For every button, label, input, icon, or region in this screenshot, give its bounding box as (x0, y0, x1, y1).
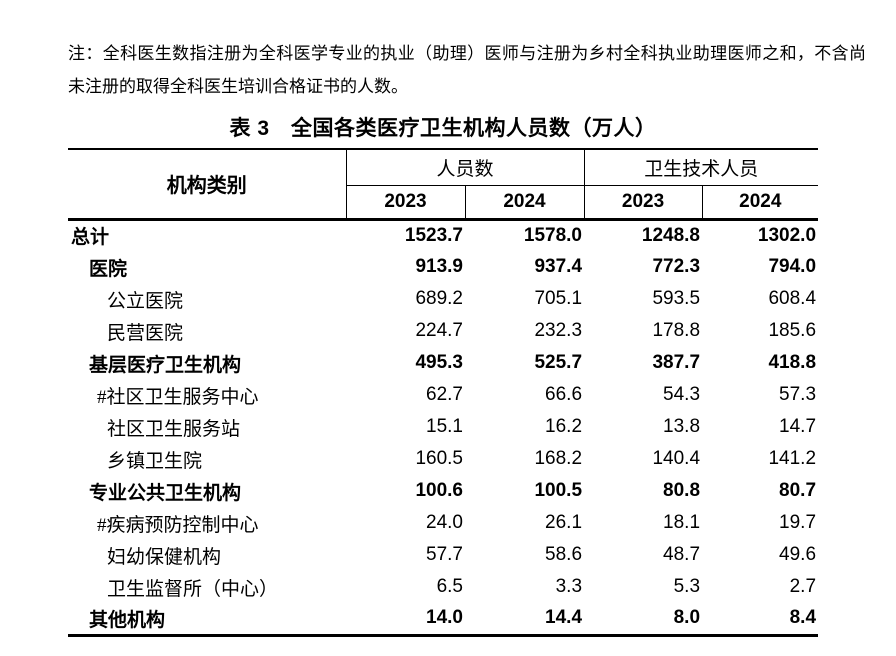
table-row: 公立医院 689.2 705.1 593.5 608.4 (68, 283, 818, 315)
cell-value: 6.5 (436, 576, 463, 597)
cell-value: 62.7 (426, 384, 463, 405)
cell-value: 160.5 (415, 448, 463, 469)
column-header-personnel-2024: 2024 (465, 185, 585, 221)
table-row: 社区卫生服务站 15.1 16.2 13.8 14.7 (68, 411, 818, 443)
cell-value: 18.1 (663, 512, 701, 533)
cell-value: 14.7 (779, 416, 817, 437)
cell-value: 100.5 (534, 480, 583, 501)
column-group-health-technical-personnel: 卫生技术人员 (584, 149, 819, 186)
cell-value: 232.3 (534, 320, 583, 341)
table-row: 专业公共卫生机构 100.6 100.5 80.8 80.7 (68, 475, 818, 507)
cell-value: 794.0 (768, 256, 817, 277)
table-row: 医院 913.9 937.4 772.3 794.0 (68, 251, 818, 283)
cell-value: 913.9 (415, 256, 463, 277)
table-row: 基层医疗卫生机构 495.3 525.7 387.7 418.8 (68, 347, 818, 379)
cell-value: 14.4 (545, 607, 583, 629)
cell-value: 418.8 (768, 352, 817, 373)
column-header-technical-2023: 2023 (584, 185, 703, 221)
row-label: 其他机构 (89, 609, 166, 631)
header-year-row: 2023 2024 2023 2024 (68, 185, 819, 221)
cell-value: 14.0 (426, 607, 463, 629)
row-label: 公立医院 (107, 290, 184, 312)
column-header-technical-2024: 2024 (702, 185, 819, 221)
personnel-statistics-table: 机构类别 人员数 卫生技术人员 2023 2024 2023 2024 总计 15… (68, 148, 819, 637)
cell-value: 49.6 (779, 544, 817, 565)
cell-value: 608.4 (768, 288, 817, 309)
cell-value: 19.7 (779, 512, 817, 533)
cell-value: 1248.8 (641, 224, 701, 246)
row-label: 专业公共卫生机构 (89, 482, 242, 504)
cell-value: 2.7 (789, 576, 817, 597)
cell-value: 66.6 (545, 384, 583, 405)
cell-value: 24.0 (426, 512, 463, 533)
row-label: #疾病预防控制中心 (97, 514, 259, 536)
cell-value: 15.1 (426, 416, 463, 437)
cell-value: 16.2 (545, 416, 583, 437)
row-label: 总计 (71, 227, 110, 249)
cell-value: 1302.0 (757, 224, 817, 246)
cell-value: 689.2 (415, 288, 463, 309)
row-label: 妇幼保健机构 (107, 546, 222, 568)
table-row: #疾病预防控制中心 24.0 26.1 18.1 19.7 (68, 507, 818, 539)
cell-value: 495.3 (415, 352, 463, 373)
cell-value: 54.3 (663, 384, 701, 405)
cell-value: 593.5 (652, 288, 701, 309)
cell-value: 80.8 (663, 480, 701, 501)
table-row: #社区卫生服务中心 62.7 66.6 54.3 57.3 (68, 379, 818, 411)
column-group-personnel-count: 人员数 (346, 149, 585, 186)
cell-value: 772.3 (652, 256, 701, 277)
cell-value: 140.4 (652, 448, 701, 469)
cell-value: 57.7 (426, 544, 463, 565)
table-title: 表 3 全国各类医疗卫生机构人员数（万人） (229, 117, 657, 140)
cell-value: 8.0 (673, 607, 701, 629)
table-row: 总计 1523.7 1578.0 1248.8 1302.0 (68, 219, 818, 251)
cell-value: 178.8 (652, 320, 701, 341)
row-label: 医院 (89, 258, 128, 280)
column-header-personnel-2023: 2023 (346, 185, 466, 221)
cell-value: 525.7 (534, 352, 583, 373)
cell-value: 8.4 (789, 607, 817, 629)
row-label: 社区卫生服务站 (107, 418, 241, 440)
cell-value: 1523.7 (404, 224, 463, 246)
table-row: 卫生监督所（中心） 6.5 3.3 5.3 2.7 (68, 571, 818, 603)
row-label: 基层医疗卫生机构 (89, 354, 242, 376)
row-label: #社区卫生服务中心 (97, 386, 259, 408)
cell-value: 5.3 (673, 576, 701, 597)
column-header-institution-category: 机构类别 (68, 149, 347, 221)
cell-value: 1578.0 (523, 224, 583, 246)
row-label: 乡镇卫生院 (107, 450, 203, 472)
cell-value: 3.3 (555, 576, 583, 597)
cell-value: 58.6 (545, 544, 583, 565)
cell-value: 224.7 (415, 320, 463, 341)
cell-value: 937.4 (534, 256, 583, 277)
cell-value: 57.3 (779, 384, 817, 405)
table-body: 总计 1523.7 1578.0 1248.8 1302.0 医院 913.9 937.4 77… (68, 219, 818, 635)
cell-value: 185.6 (768, 320, 817, 341)
cell-value: 80.7 (779, 480, 817, 501)
cell-value: 100.6 (415, 480, 463, 501)
table-row: 乡镇卫生院 160.5 168.2 140.4 141.2 (68, 443, 818, 475)
cell-value: 168.2 (534, 448, 583, 469)
cell-value: 141.2 (768, 448, 817, 469)
cell-value: 48.7 (663, 544, 701, 565)
cell-value: 26.1 (545, 512, 583, 533)
table-row: 民营医院 224.7 232.3 178.8 185.6 (68, 315, 818, 347)
cell-value: 387.7 (652, 352, 701, 373)
table-row: 其他机构 14.0 14.4 8.0 8.4 (68, 603, 818, 635)
cell-value: 13.8 (663, 416, 701, 437)
header-group-row: 机构类别 人员数 卫生技术人员 (68, 149, 819, 221)
cell-value: 705.1 (534, 288, 583, 309)
row-label: 民营医院 (107, 322, 184, 344)
table-header: 机构类别 人员数 卫生技术人员 2023 2024 2023 2024 (68, 149, 819, 221)
footnote-text: 注：全科医生数指注册为全科医学专业的执业（助理）医师与注册为乡村全科执业助理医师… (68, 44, 866, 96)
row-label: 卫生监督所（中心） (107, 578, 279, 600)
table-row: 妇幼保健机构 57.7 58.6 48.7 49.6 (68, 539, 818, 571)
